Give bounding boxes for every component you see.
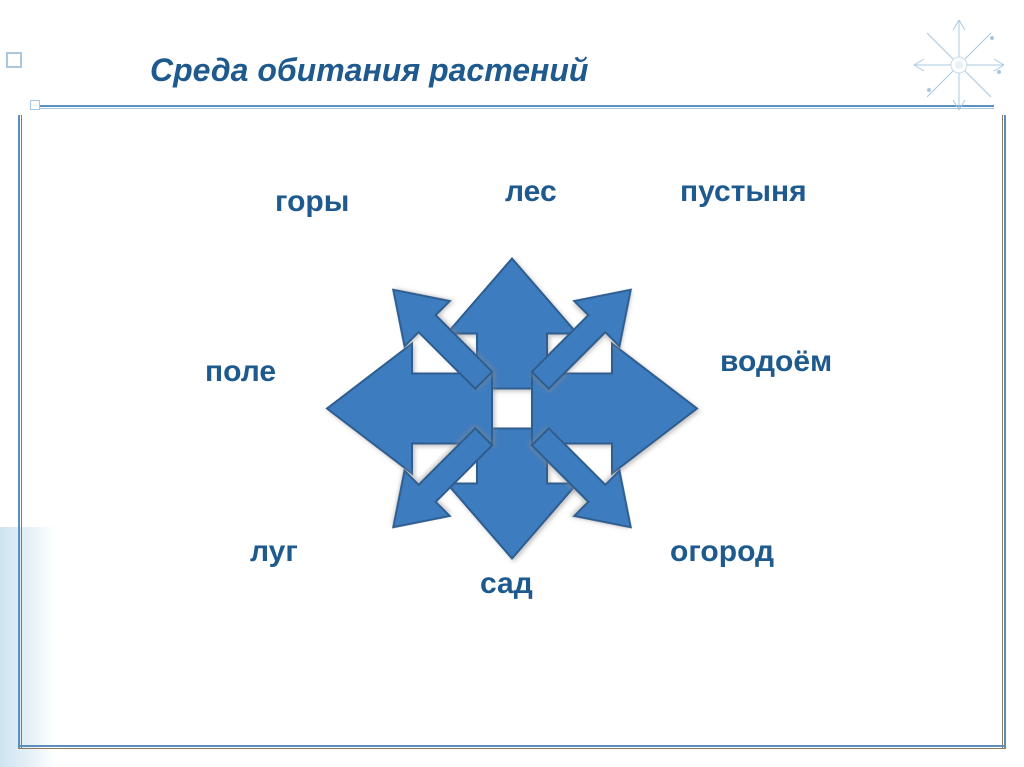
decorative-square-small xyxy=(30,100,40,110)
radial-arrows-icon xyxy=(302,229,722,589)
title-bar: Среда обитания растений xyxy=(30,40,994,100)
slide-container: Среда обитания растений xyxy=(0,0,1024,767)
label-top: лес xyxy=(505,175,557,209)
decorative-square xyxy=(6,52,22,68)
label-top-left: горы xyxy=(275,185,349,219)
slide-title: Среда обитания растений xyxy=(150,52,588,89)
snowflake-decoration xyxy=(904,10,1014,120)
snowflake-icon xyxy=(904,10,1014,120)
label-bottom-right: огород xyxy=(670,535,774,569)
label-left: поле xyxy=(205,355,276,389)
label-bottom: сад xyxy=(480,567,533,601)
label-bottom-left: луг xyxy=(250,535,298,569)
diagram-area: лес горы пустыня поле водоём луг сад ого… xyxy=(40,120,984,727)
frame-left xyxy=(18,115,22,749)
arrow-cluster xyxy=(302,229,722,594)
frame-bottom xyxy=(18,745,1006,749)
label-top-right: пустыня xyxy=(680,175,807,209)
frame-right xyxy=(1002,115,1006,749)
label-right: водоём xyxy=(720,345,832,379)
title-underline xyxy=(30,105,994,109)
